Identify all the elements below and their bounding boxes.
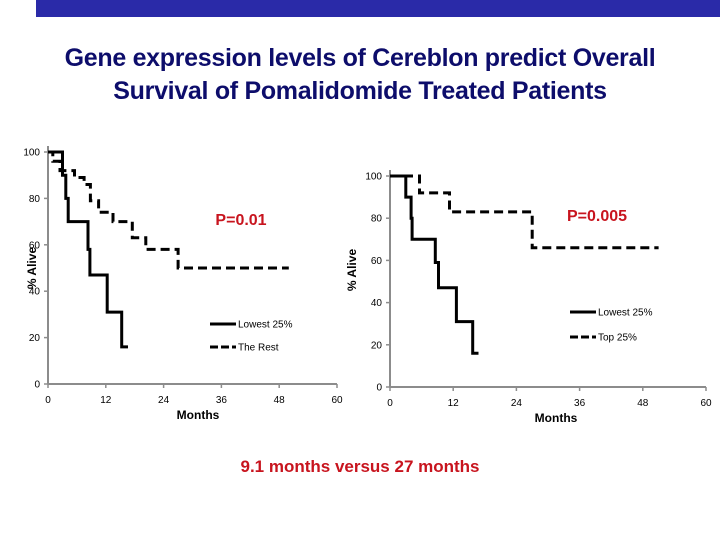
right-legend-label: Lowest 25% bbox=[598, 308, 653, 319]
left-x-axis-label: Months bbox=[177, 408, 220, 422]
left-y-tick-label: 100 bbox=[23, 148, 40, 159]
right-x-tick-label: 0 bbox=[387, 398, 393, 409]
right-x-tick-label: 60 bbox=[700, 398, 712, 409]
right-y-tick-label: 20 bbox=[371, 340, 383, 351]
left-x-tick-label: 48 bbox=[274, 395, 286, 406]
title-line-2: Survival of Pomalidomide Treated Patient… bbox=[113, 77, 607, 105]
summary-text: 9.1 months versus 27 months bbox=[240, 457, 480, 476]
left-y-tick-label: 0 bbox=[34, 380, 40, 391]
right-series-dashed bbox=[390, 174, 659, 250]
right-y-tick-label: 0 bbox=[376, 383, 382, 394]
right-x-tick-label: 12 bbox=[448, 398, 460, 409]
left-y-tick-label: 20 bbox=[29, 333, 41, 344]
right-y-tick-label: 80 bbox=[371, 214, 383, 225]
left-legend-label: Lowest 25% bbox=[238, 320, 293, 331]
left-y-axis-label: % Alive bbox=[25, 247, 39, 290]
left-x-tick-label: 60 bbox=[331, 395, 343, 406]
left-series-solid bbox=[48, 150, 128, 349]
left-y-tick-label: 40 bbox=[29, 287, 41, 298]
right-x-axis-label: Months bbox=[535, 411, 578, 425]
right-y-tick-label: 60 bbox=[371, 256, 383, 267]
right-x-tick-label: 48 bbox=[637, 398, 649, 409]
right-series-solid bbox=[390, 174, 479, 355]
left-legend-label: The Rest bbox=[238, 343, 279, 354]
left-x-tick-label: 0 bbox=[45, 395, 51, 406]
left-y-tick-label: 60 bbox=[29, 240, 41, 251]
right-y-tick-label: 100 bbox=[365, 172, 382, 183]
title-line-1: Gene expression levels of Cereblon predi… bbox=[64, 44, 656, 72]
right-y-axis-label: % Alive bbox=[345, 249, 359, 292]
right-y-tick-label: 40 bbox=[371, 298, 383, 309]
left-x-tick-label: 24 bbox=[158, 395, 170, 406]
right-x-tick-label: 24 bbox=[511, 398, 523, 409]
left-x-tick-label: 12 bbox=[100, 395, 112, 406]
left-x-tick-label: 36 bbox=[216, 395, 228, 406]
right-x-tick-label: 36 bbox=[574, 398, 586, 409]
right-p-value: P=0.005 bbox=[567, 208, 627, 225]
header-bar bbox=[36, 0, 720, 17]
left-series-dashed bbox=[48, 150, 289, 270]
slide-title: Gene expression levels of Cereblon predi… bbox=[0, 42, 720, 108]
left-y-tick-label: 80 bbox=[29, 194, 41, 205]
left-p-value: P=0.01 bbox=[215, 212, 266, 229]
right-legend-label: Top 25% bbox=[598, 333, 637, 344]
